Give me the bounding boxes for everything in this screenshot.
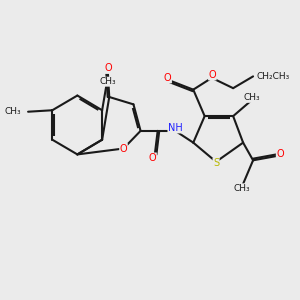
Text: O: O	[149, 153, 156, 163]
Text: O: O	[120, 143, 127, 154]
Text: CH₃: CH₃	[243, 93, 260, 102]
Text: O: O	[276, 148, 284, 158]
Text: O: O	[208, 70, 216, 80]
Text: CH₃: CH₃	[4, 107, 21, 116]
Text: CH₂CH₃: CH₂CH₃	[256, 72, 290, 81]
Text: CH₃: CH₃	[100, 77, 116, 86]
Text: O: O	[164, 73, 172, 83]
Text: S: S	[213, 158, 219, 168]
Text: NH: NH	[168, 123, 183, 133]
Text: CH₃: CH₃	[233, 184, 250, 193]
Text: O: O	[104, 63, 112, 74]
